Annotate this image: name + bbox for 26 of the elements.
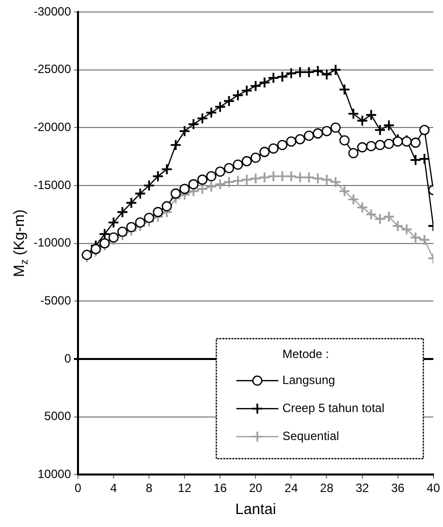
y-tick-label: 5000 — [44, 409, 72, 424]
x-tick-label: 20 — [248, 481, 263, 496]
y-tick-label: -15000 — [34, 178, 72, 192]
legend-label: Sequential — [282, 428, 340, 443]
x-tick-label: 24 — [284, 481, 298, 496]
x-tick-label: 8 — [146, 481, 153, 496]
x-tick-label: 12 — [178, 481, 192, 496]
x-tick-label: 32 — [356, 481, 370, 496]
y-tick-label: -30000 — [34, 4, 72, 18]
y-tick-label: -20000 — [34, 120, 72, 134]
y-tick-label: -10000 — [34, 236, 72, 250]
legend-label: Langsung — [282, 372, 336, 387]
x-tick-label: 36 — [391, 481, 405, 496]
x-tick-label: 0 — [74, 481, 82, 496]
legend-label: Creep 5 tahun total — [282, 400, 384, 415]
legend-title: Metode : — [282, 346, 330, 361]
y-tick-label: -5000 — [40, 293, 72, 308]
y-tick-label: -25000 — [34, 62, 72, 76]
x-tick-label: 16 — [213, 481, 228, 496]
x-tick-label: 40 — [426, 481, 440, 496]
y-tick-label: 0 — [64, 351, 72, 366]
y-tick-label: 10000 — [38, 466, 72, 481]
x-tick-label: 28 — [320, 481, 334, 496]
x-axis-title: Lantai — [235, 501, 276, 518]
x-tick-label: 4 — [110, 481, 118, 496]
y-axis-title: Mz (Kg-m) — [11, 209, 30, 278]
